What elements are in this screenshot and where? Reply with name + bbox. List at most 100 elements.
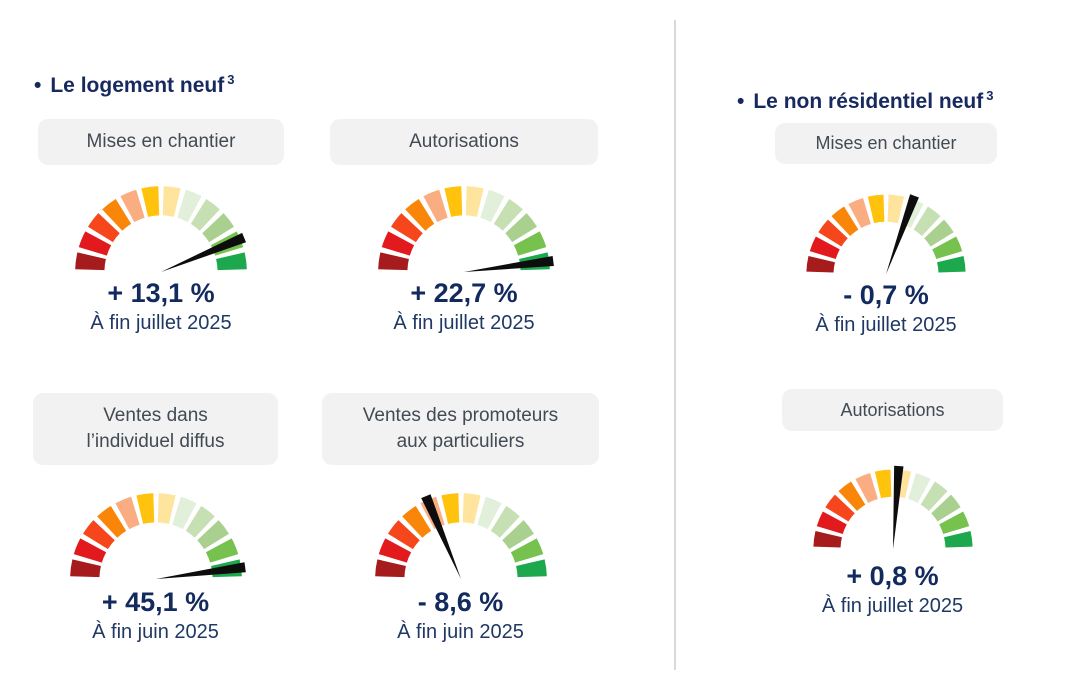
gauge-svg (806, 194, 966, 275)
section-title-logement: • Le logement neuf 3 (34, 72, 234, 98)
gauge-arc-segment (831, 206, 859, 236)
section-divider (674, 20, 676, 670)
gauge-arc-segment (490, 505, 520, 538)
gauge-label: Autorisations (840, 399, 945, 420)
bullet-icon: • (737, 90, 745, 113)
gauge-needle (886, 194, 919, 275)
gauge-arc-segment (465, 186, 484, 217)
gauge-arc-segment (387, 520, 420, 550)
gauge-arc-segment (907, 472, 931, 503)
gauge-arc-segment (75, 252, 106, 271)
gauge-value: + 13,1 % (107, 277, 215, 308)
gauge-value: + 0,8 % (846, 561, 939, 592)
gauge-arc-segment (205, 538, 238, 563)
gauge-chart (365, 486, 557, 580)
gauge-arc-segment (381, 231, 415, 256)
gauge-chart (60, 486, 252, 580)
gauge-arc-segment (924, 219, 954, 247)
gauge-svg (812, 465, 973, 550)
gauge-arc-segment (515, 559, 547, 578)
gauge-arc-segment (476, 496, 502, 530)
section-title-non-residentiel: • Le non résidentiel neuf 3 (737, 88, 993, 114)
gauge-value: - 0,7 % (843, 280, 929, 311)
footnote-ref: 3 (227, 72, 235, 87)
gauge-arc-segment (141, 186, 160, 217)
gauge-arc-segment (135, 493, 154, 524)
gauge-arc-segment (202, 213, 234, 243)
gauge-arc-segment (378, 252, 409, 271)
gauge-period: À fin juillet 2025 (815, 313, 957, 336)
gauge-period: À fin juin 2025 (92, 620, 219, 643)
gauge-label-pill: Mises en chantier (38, 119, 284, 165)
gauge-needle (892, 465, 903, 550)
gauge-arc-segment (96, 505, 126, 538)
gauge-needle (420, 494, 461, 579)
gauge-arc-segment (423, 189, 448, 223)
gauge-arc-segment (171, 496, 197, 530)
gauge-label: Autorisations (409, 131, 519, 153)
gauge-needle (464, 255, 554, 272)
gauge-arc-segment (854, 472, 878, 503)
gauge-label: Mises en chantier (86, 131, 236, 153)
gauge-arc-segment (510, 538, 543, 563)
gauge-card: Mises en chantier + 13,1 % À fin juillet… (38, 119, 284, 335)
gauge-arc-segment (505, 213, 537, 243)
gauge-arc-segment (887, 194, 905, 224)
gauge-label: Mises en chantier (815, 133, 957, 154)
gauge-arc-segment (378, 538, 411, 563)
gauge-svg (378, 186, 554, 272)
gauge-arc-segment (867, 194, 885, 224)
gauge-arc-segment (932, 236, 963, 260)
gauge-chart (797, 188, 975, 275)
gauge-label-pill: Autorisations (782, 389, 1003, 431)
gauge-value: + 22,7 % (410, 277, 518, 308)
gauge-arc-segment (157, 493, 176, 524)
gauge-card: Ventes des promoteurs aux particuliers -… (322, 393, 599, 644)
gauge-card: Autorisations + 0,8 % À fin juillet 2025 (782, 389, 1003, 618)
gauge-chart (368, 179, 560, 273)
gauge-arc-segment (812, 531, 842, 548)
gauge-arc-segment (943, 531, 973, 548)
gauge-arc-segment (824, 494, 855, 522)
gauge-svg (69, 493, 246, 579)
gauge-arc-segment (82, 520, 115, 550)
gauge-arc-segment (114, 496, 140, 530)
gauge-arc-segment (848, 197, 871, 228)
gauge-needle (155, 562, 246, 579)
gauge-arc-segment (78, 231, 112, 256)
gauge-arc-segment (88, 213, 120, 243)
gauge-arc-segment (480, 189, 505, 223)
footnote-ref: 3 (986, 88, 994, 103)
gauge-arc-segment (391, 213, 423, 243)
gauge-arc-segment (405, 198, 435, 231)
gauge-arc-segment (120, 189, 145, 223)
gauge-arc-segment (162, 186, 181, 217)
gauge-arc-segment (837, 481, 865, 511)
gauge-value: - 8,6 % (417, 586, 504, 617)
gauge-chart (65, 179, 257, 273)
bullet-icon: • (34, 74, 42, 97)
gauge-arc-segment (462, 493, 481, 524)
gauge-arc-segment (177, 189, 202, 223)
gauge-svg (75, 186, 247, 272)
gauge-arc-segment (937, 256, 966, 273)
gauge-label-pill: Ventes des promoteurs aux particuliers (322, 393, 599, 465)
gauge-arc-segment (816, 511, 847, 535)
gauge-arc-segment (818, 219, 848, 247)
gauge-needle (161, 232, 247, 272)
gauge-svg (374, 493, 547, 579)
gauge-arc-segment (196, 520, 229, 550)
gauge-arc-segment (920, 481, 948, 511)
gauge-label-pill: Autorisations (330, 119, 598, 165)
gauge-arc-segment (216, 252, 247, 271)
gauge-arc-segment (440, 493, 459, 524)
gauge-period: À fin juillet 2025 (821, 594, 964, 617)
section-title-text: Le non résidentiel neuf (753, 90, 984, 113)
gauge-arc-segment (73, 538, 106, 563)
gauge-card: Mises en chantier - 0,7 % À fin juillet … (775, 123, 997, 337)
gauge-arc-segment (930, 494, 961, 522)
gauge-label-pill: Ventes dans l’individuel diffus (33, 393, 278, 465)
gauge-arc-segment (938, 511, 969, 535)
gauge-arc-segment (913, 206, 941, 236)
